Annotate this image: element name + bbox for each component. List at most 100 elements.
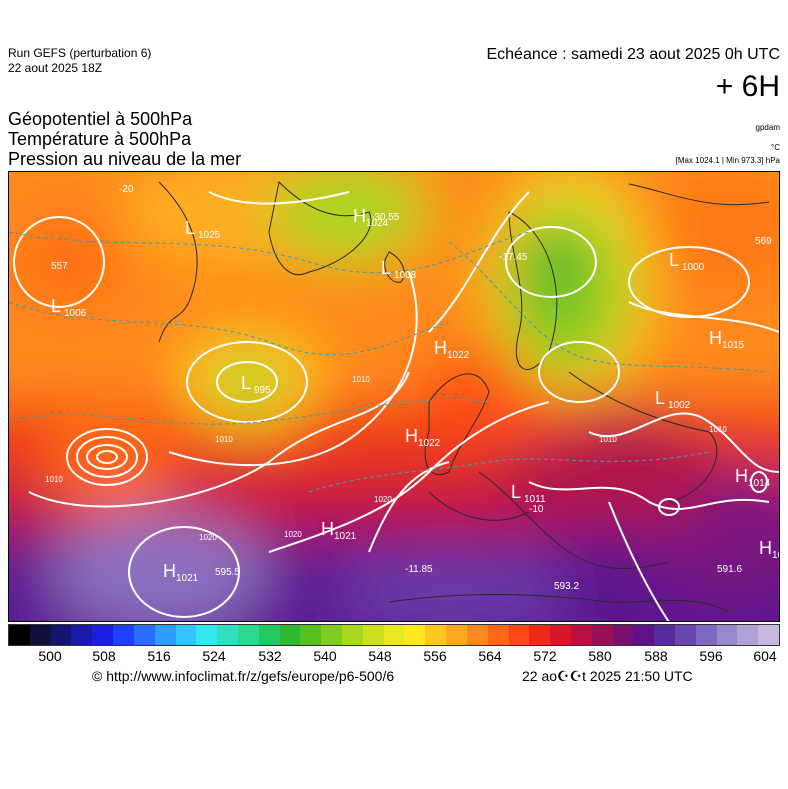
pressure-center-H: H: [405, 426, 418, 446]
colorbar-swatch: [279, 625, 301, 645]
colorbar-swatch: [383, 625, 405, 645]
pressure-value: 1024: [366, 218, 389, 229]
isobar-label: 1010: [352, 375, 370, 384]
pressure-value: 1021: [334, 531, 357, 542]
pressure-value: 1011: [524, 494, 546, 505]
colorbar-tick: 572: [533, 648, 557, 664]
pressure-center-L: L: [185, 218, 195, 238]
pressure-center-H: H: [735, 466, 748, 486]
colorbar-swatch: [466, 625, 488, 645]
colorbar-tick: 516: [147, 648, 171, 664]
colorbar-tick: 596: [699, 648, 723, 664]
isobar-label: 1010: [709, 425, 727, 434]
pressure-center-L: L: [241, 373, 251, 393]
colorbar-swatch: [425, 625, 447, 645]
colorbar-swatch: [591, 625, 613, 645]
colorbar-swatch: [550, 625, 571, 645]
colorbar-tick: 508: [92, 648, 116, 664]
colorbar-swatch: [237, 625, 259, 645]
isobar-label: 1020: [374, 495, 392, 504]
colorbar-swatch: [300, 625, 322, 645]
colorbar-swatch: [487, 625, 509, 645]
parameter-pressure: Pression au niveau de la mer: [8, 149, 242, 169]
pressure-center-H: H: [321, 519, 334, 539]
temperature-label: -17.45: [499, 252, 528, 263]
parameter-temperature: Température à 500hPa: [8, 129, 192, 149]
colorbar-swatch: [675, 625, 696, 645]
unit-geopotential: gpdam: [755, 123, 780, 132]
source-link[interactable]: © http://www.infoclimat.fr/z/gefs/europe…: [92, 668, 395, 684]
geopotential-label: 591.6: [717, 564, 742, 575]
pressure-value: 1014: [748, 478, 771, 489]
colorbar-tick: 540: [313, 648, 337, 664]
colorbar-swatch: [175, 625, 197, 645]
pressure-center-L: L: [669, 250, 679, 270]
colorbar-swatch: [113, 625, 134, 645]
colorbar-swatch: [758, 625, 780, 645]
colorbar-swatch: [133, 625, 155, 645]
pressure-value: 1015: [722, 340, 745, 351]
pressure-value: 1002: [668, 400, 691, 411]
colorbar-swatch: [508, 625, 530, 645]
colorbar-tick: 556: [423, 648, 447, 664]
temperature-label: -10: [529, 504, 544, 515]
weather-map: H 1024 L 1008 L 1000 H 1015 H 1022 H 1022 L 1002 L 1011…: [8, 171, 780, 622]
isobar-label: 1010: [215, 435, 233, 444]
pressure-center-H: H: [434, 338, 447, 358]
colorbar-swatch: [71, 625, 93, 645]
pressure-center-H: H: [163, 561, 176, 581]
colorbar-swatch: [29, 625, 51, 645]
pressure-value: 1025: [198, 230, 221, 241]
isobar-label: 1020: [284, 530, 302, 539]
colorbar-swatch: [50, 625, 72, 645]
colorbar-swatch: [362, 625, 384, 645]
pressure-value: 1013: [772, 550, 780, 561]
pressure-center-L: L: [655, 388, 665, 408]
colorbar-swatch: [321, 625, 342, 645]
geopotential-label: 569: [755, 236, 772, 247]
colorbar-tick: 588: [644, 648, 668, 664]
colorbar-tick: 580: [588, 648, 612, 664]
temperature-label: -20: [119, 184, 134, 195]
temperature-isotherms: [9, 231, 770, 493]
pressure-range: [Max 1024.1 | Min 973.3] hPa: [675, 156, 780, 165]
isobar-label: 1020: [199, 533, 217, 542]
lead-time: + 6H: [715, 70, 780, 103]
run-title: Run GEFS (perturbation 6): [8, 46, 152, 60]
colorbar-swatch: [258, 625, 280, 645]
isobar-label: 1010: [45, 475, 63, 484]
colorbar-swatch: [716, 625, 738, 645]
geopotential-label: 595.5: [215, 567, 240, 578]
colorbar-tick: 524: [202, 648, 226, 664]
pressure-center-H: H: [709, 328, 722, 348]
isobar-label: 1010: [599, 435, 617, 444]
pressure-value: 1021: [176, 573, 199, 584]
pressure-center-L: L: [381, 258, 391, 278]
pressure-value: 1000: [682, 262, 705, 273]
colorbar-swatch: [529, 625, 551, 645]
colorbar-swatch: [446, 625, 467, 645]
colorbar-swatch: [633, 625, 655, 645]
colorbar-swatch: [9, 625, 30, 645]
geopotential-field: [9, 172, 779, 621]
colorbar-labels: 500 508 516 524 532 540 548 556 564 572 …: [8, 648, 780, 668]
colorbar-swatch: [612, 625, 634, 645]
colorbar-swatch: [654, 625, 675, 645]
colorbar-tick: 564: [478, 648, 502, 664]
colorbar-tick: 604: [753, 648, 777, 664]
pressure-center-L: L: [51, 296, 61, 316]
colorbar-swatch: [154, 625, 176, 645]
pressure-value: 1022: [447, 350, 470, 361]
pressure-value: 995: [254, 385, 271, 396]
pressure-value: 1022: [418, 438, 441, 449]
colorbar-swatch: [570, 625, 592, 645]
parameter-geopotential: Géopotentiel à 500hPa: [8, 109, 193, 129]
colorbar: [8, 624, 780, 646]
colorbar-swatch: [196, 625, 218, 645]
pressure-center-H: H: [353, 206, 366, 226]
generated-time: 22 ao☪☪t 2025 21:50 UTC: [522, 668, 693, 684]
colorbar-tick: 548: [368, 648, 392, 664]
temperature-label: -11.85: [405, 564, 433, 575]
